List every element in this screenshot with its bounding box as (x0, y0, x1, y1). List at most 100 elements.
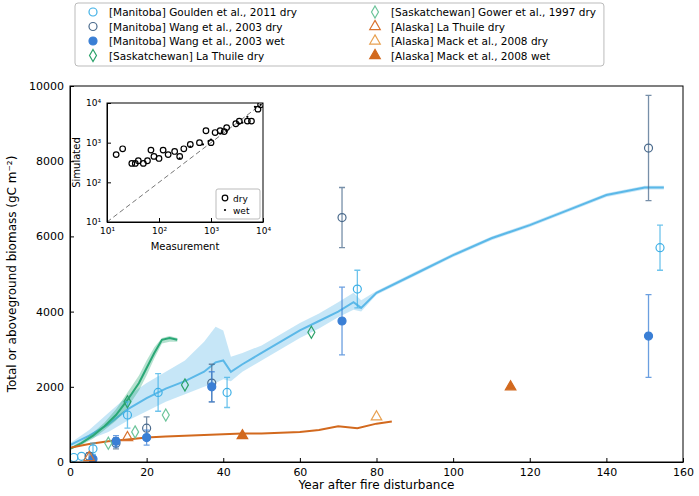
legend-marker (90, 49, 97, 61)
tick-label: 10³ (204, 226, 219, 236)
point (105, 437, 112, 449)
tick-mark (107, 182, 111, 183)
point (208, 140, 210, 142)
tick: 10² (86, 178, 111, 188)
error-bar (339, 188, 345, 248)
point (177, 154, 183, 160)
band (70, 336, 177, 450)
point (224, 125, 230, 131)
legend-label: wet (233, 206, 250, 216)
legend-marker (370, 49, 381, 58)
inset-background (107, 103, 263, 222)
tick: 4000 (36, 306, 74, 319)
tick-mark (223, 458, 224, 462)
tick-label: 10¹ (86, 217, 101, 227)
tick-mark (263, 218, 264, 222)
point (143, 434, 151, 442)
point (308, 326, 315, 338)
point (241, 122, 243, 124)
tick-label: 10¹ (100, 226, 115, 236)
point (156, 156, 162, 162)
tick-mark (70, 387, 74, 388)
tick-label: 60 (293, 466, 307, 479)
tick-mark (70, 86, 74, 87)
error-bar (657, 225, 663, 270)
legend-label: [Saskatchewan] Gower et al., 1997 dry (391, 6, 596, 18)
series (70, 225, 664, 461)
line (70, 338, 177, 449)
point (219, 132, 221, 134)
point (238, 123, 240, 125)
tick: 0 (57, 456, 74, 469)
point (112, 437, 120, 445)
point (656, 244, 664, 252)
point (120, 146, 126, 152)
legend-box (75, 3, 604, 66)
legend-marker (370, 35, 381, 44)
point (237, 430, 248, 439)
point (202, 143, 204, 145)
tick-mark (70, 462, 74, 463)
error-bar (124, 402, 130, 428)
point (236, 118, 242, 124)
point (145, 158, 151, 164)
point (203, 128, 209, 134)
inset-frame (107, 103, 263, 222)
tick: 10¹ (86, 217, 111, 227)
point (208, 140, 214, 146)
point (353, 285, 361, 293)
tick: 8000 (36, 155, 74, 168)
series (113, 103, 263, 166)
series (124, 326, 315, 408)
point (84, 451, 95, 460)
point (148, 147, 154, 153)
chart: 0204060801001201401600200040006000800010… (0, 0, 699, 496)
tick-label: 4000 (36, 306, 64, 319)
point (189, 145, 191, 147)
band (70, 186, 664, 447)
tick-mark (300, 458, 301, 462)
axis-line (108, 222, 264, 223)
axis: 020406080100120140160 (67, 458, 694, 479)
tick: 140 (596, 458, 617, 479)
axis: 0200040006000800010000 (29, 80, 74, 469)
point (188, 142, 194, 148)
point (197, 140, 203, 146)
point (124, 396, 131, 408)
tick: 10³ (86, 138, 111, 148)
legend-label: [Alaska] Mack et al., 2008 wet (391, 50, 550, 62)
inset-legend: drywet (216, 189, 260, 219)
tick-label: 6000 (36, 230, 64, 243)
point (210, 138, 212, 140)
point (89, 445, 97, 453)
tick-label: 10² (86, 178, 101, 188)
point (122, 431, 133, 440)
tick-label: 10000 (29, 80, 64, 93)
tick-label: 140 (596, 466, 617, 479)
tick-mark (530, 458, 531, 462)
tick-mark (683, 458, 684, 462)
series (371, 411, 382, 420)
tick-mark (107, 143, 111, 144)
tick-mark (107, 222, 111, 223)
tick-label: 160 (673, 466, 694, 479)
tick: 10³ (204, 218, 219, 236)
legend: [Manitoba] Goulden et al., 2011 dry[Mani… (75, 3, 604, 66)
tick: 10⁴ (86, 98, 111, 108)
point (258, 103, 263, 108)
series (84, 431, 133, 460)
tick-label: 80 (370, 466, 384, 479)
axis: 10¹ 10² 10³ 10⁴ (86, 98, 111, 227)
error-bar (646, 295, 652, 378)
point (113, 152, 119, 158)
point (505, 381, 516, 390)
legend-label: [Manitoba] Wang et al., 2003 dry (109, 21, 283, 33)
error-bar (113, 436, 119, 447)
tick-mark (211, 218, 212, 222)
series (89, 287, 653, 462)
axis-line (107, 104, 108, 223)
error-bar (224, 377, 230, 407)
tick-mark (70, 312, 74, 313)
point (338, 214, 346, 222)
point (123, 411, 131, 419)
